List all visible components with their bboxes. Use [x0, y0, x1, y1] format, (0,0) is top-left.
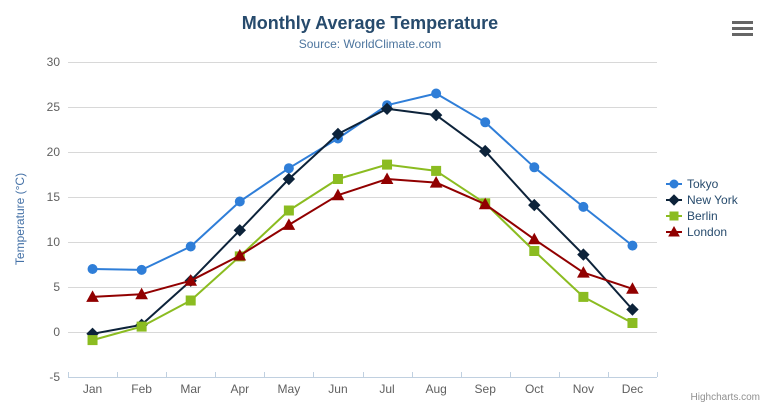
square-glyph: [669, 211, 679, 221]
x-axis-label: Apr: [230, 382, 249, 396]
legend-label: Berlin: [687, 209, 718, 223]
data-point[interactable]: [627, 240, 638, 251]
series-new-york[interactable]: [86, 102, 639, 341]
legend-label: Tokyo: [687, 177, 719, 191]
legend-item-new-york[interactable]: New York: [666, 192, 738, 208]
series-london[interactable]: [86, 172, 639, 302]
x-axis-label: Mar: [180, 382, 201, 396]
data-point[interactable]: [529, 162, 540, 173]
data-point[interactable]: [429, 176, 443, 188]
legend-item-london[interactable]: London: [666, 224, 738, 240]
credits-link[interactable]: Highcharts.com: [690, 392, 760, 403]
data-point[interactable]: [185, 295, 196, 306]
x-axis-label: Dec: [622, 382, 643, 396]
y-axis-title: Temperature (°C): [13, 172, 27, 266]
data-point[interactable]: [184, 274, 198, 286]
chart-subtitle: Source: WorldClimate.com: [298, 37, 442, 51]
data-point[interactable]: [331, 188, 345, 201]
y-axis-label: 0: [53, 325, 60, 339]
data-point[interactable]: [380, 102, 394, 116]
data-point[interactable]: [431, 88, 442, 99]
legend-label: London: [687, 225, 728, 239]
data-point[interactable]: [283, 163, 294, 174]
y-axis-label: 30: [47, 55, 61, 69]
series-line: [91, 107, 634, 335]
data-point[interactable]: [185, 241, 196, 252]
series-line: [91, 163, 634, 342]
x-axis-label: Nov: [573, 382, 594, 396]
y-axis-label: 10: [47, 235, 61, 249]
legend-item-berlin[interactable]: Berlin: [666, 208, 738, 224]
y-axis-label: 5: [53, 280, 60, 294]
data-point[interactable]: [578, 201, 589, 212]
circle-glyph: [669, 179, 679, 189]
data-point[interactable]: [578, 291, 589, 302]
square-marker-icon: [666, 211, 682, 221]
data-point[interactable]: [135, 287, 148, 300]
legend: Tokyo New York Berlin London: [666, 176, 738, 240]
data-point[interactable]: [380, 172, 394, 184]
data-point[interactable]: [136, 321, 147, 332]
diamond-marker-icon: [666, 194, 682, 206]
data-point[interactable]: [87, 335, 98, 346]
data-point[interactable]: [478, 197, 492, 210]
data-point[interactable]: [136, 264, 147, 275]
chart-title: Monthly Average Temperature: [241, 13, 499, 33]
x-axis-label: Aug: [425, 382, 446, 396]
data-point[interactable]: [233, 224, 246, 237]
data-point[interactable]: [431, 165, 442, 176]
data-point[interactable]: [282, 218, 296, 230]
data-point[interactable]: [382, 159, 393, 170]
circle-marker-icon: [666, 179, 682, 189]
x-axis-label: Jun: [328, 382, 347, 396]
data-point[interactable]: [283, 205, 294, 216]
data-point[interactable]: [479, 144, 492, 158]
data-point[interactable]: [332, 174, 343, 184]
x-axis-label: Sep: [475, 382, 497, 396]
data-point[interactable]: [527, 232, 541, 245]
x-axis-label: May: [278, 382, 301, 396]
triangle-marker-icon: [666, 225, 682, 237]
data-point[interactable]: [528, 198, 541, 212]
data-point[interactable]: [233, 248, 247, 261]
series-line: [91, 178, 634, 298]
data-point[interactable]: [627, 318, 638, 328]
data-point[interactable]: [282, 172, 296, 186]
export-menu-button[interactable]: [730, 20, 754, 40]
legend-item-tokyo[interactable]: Tokyo: [666, 176, 738, 192]
series-line: [91, 92, 634, 271]
triangle-glyph: [668, 225, 680, 237]
data-point[interactable]: [234, 196, 245, 207]
y-axis-label: 20: [47, 145, 61, 159]
x-axis-label: Oct: [525, 382, 544, 396]
data-point[interactable]: [86, 290, 99, 302]
data-point[interactable]: [480, 117, 491, 128]
x-axis-label: Jan: [83, 382, 102, 396]
data-point[interactable]: [429, 108, 443, 122]
legend-label: New York: [687, 193, 738, 207]
diamond-glyph: [668, 194, 680, 206]
data-point[interactable]: [87, 264, 98, 274]
data-point[interactable]: [626, 303, 639, 316]
y-axis-label: 15: [47, 190, 61, 204]
y-axis-label: 25: [47, 100, 61, 114]
hamburger-icon: [730, 21, 754, 36]
y-axis-label: -5: [49, 370, 60, 384]
x-axis-label: Jul: [379, 382, 394, 396]
data-point[interactable]: [529, 246, 540, 256]
data-point[interactable]: [331, 127, 345, 141]
series-tokyo[interactable]: [87, 88, 638, 275]
data-point[interactable]: [577, 248, 590, 261]
data-point[interactable]: [626, 282, 639, 294]
data-point[interactable]: [577, 266, 590, 278]
x-axis-label: Feb: [131, 382, 152, 396]
